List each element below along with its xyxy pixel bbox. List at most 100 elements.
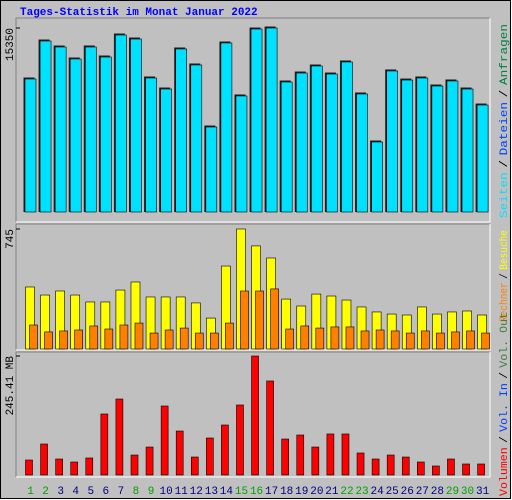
bar [29,324,38,350]
bar [451,331,460,350]
x-tick-label: 17 [265,486,278,498]
bar [89,325,99,350]
chart-title: Tages-Statistik im Monat Januar 2022 [20,7,258,19]
bar [39,40,52,213]
x-tick-label: 1 [27,486,34,498]
legend-entry: Dateien [499,102,511,155]
x-tick-label: 20 [310,486,323,498]
bar [386,70,398,213]
bar [476,104,489,213]
panel-border [16,352,491,478]
bar [175,48,187,213]
bar [265,27,278,213]
x-tick-label: 11 [175,486,189,498]
bar [432,465,440,476]
bar [145,77,157,213]
legend-entry: Anfragen [499,24,511,85]
bar [84,46,97,213]
y-tick-label: 245.41 MB [5,356,17,416]
x-tick-label: 18 [280,486,293,498]
bar [236,404,244,476]
bar [280,81,293,213]
legend-entry: Seiten [499,172,511,218]
bar [194,332,204,350]
x-tick-label: 12 [190,486,203,498]
bar [115,34,127,213]
x-tick-label: 9 [148,486,155,498]
bar [160,88,172,213]
x-tick-label: 14 [220,486,234,498]
x-tick-label: 29 [446,486,459,498]
x-tick-label: 4 [72,486,79,498]
x-tick-label: 15 [235,486,248,498]
bar [250,28,263,213]
panel-border [16,224,491,351]
legend-separator: / [499,372,511,379]
bar [55,458,63,476]
x-tick-label: 13 [205,486,218,498]
bar [375,329,385,350]
bar [401,79,414,213]
bar [221,424,229,476]
bar [149,332,159,350]
bar [341,433,350,476]
bar [59,330,68,350]
bar [225,322,234,350]
bar [190,64,203,213]
bar [405,332,415,350]
x-tick-label: 10 [160,486,173,498]
x-tick-label: 6 [103,486,110,498]
bar [447,458,455,476]
bar [115,398,124,476]
bar [481,332,490,350]
bar [164,329,174,350]
bar [285,328,294,350]
bar [100,56,112,213]
legend: Volumen / Vol. In / Vol. Out [499,312,511,496]
bar [74,329,84,350]
y-tick-label: 745 [5,229,17,249]
x-tick-label: 24 [371,486,385,498]
bar [345,326,355,350]
x-tick-label: 23 [355,486,368,498]
x-tick-label: 30 [461,486,474,498]
bar [24,78,37,213]
legend-entry: Volumen [499,447,511,496]
y-tick-label: 15350 [5,28,17,61]
bar [446,80,459,213]
bar [326,433,335,476]
bar [421,330,430,350]
bar [296,434,305,476]
bar [25,459,33,476]
bar [371,141,383,213]
panel-border [15,223,490,350]
bar [360,330,370,350]
bar [356,452,365,476]
bar [311,446,320,476]
bar [477,463,485,476]
bar [341,61,353,213]
x-tick-label: 27 [416,486,429,498]
legend-separator: / [499,436,511,443]
legend-entry: Rechner [499,282,511,322]
bar [179,327,189,350]
bar [251,355,259,476]
bar [300,325,310,350]
bar [371,458,380,476]
bar [130,454,139,476]
bar [311,65,323,213]
x-tick-label: 5 [87,486,94,498]
legend: Seiten / Dateien / Anfragen [499,24,511,218]
x-tick-label: 7 [118,486,125,498]
x-tick-label: 21 [325,486,339,498]
bar [330,326,340,350]
bar [386,454,395,476]
bar [44,331,53,350]
bar [281,438,289,476]
x-tick-label: 25 [386,486,399,498]
bar [235,95,248,213]
x-tick-label: 22 [340,486,353,498]
x-tick-label: 26 [401,486,414,498]
bar [461,88,474,213]
panel-border [16,18,491,223]
